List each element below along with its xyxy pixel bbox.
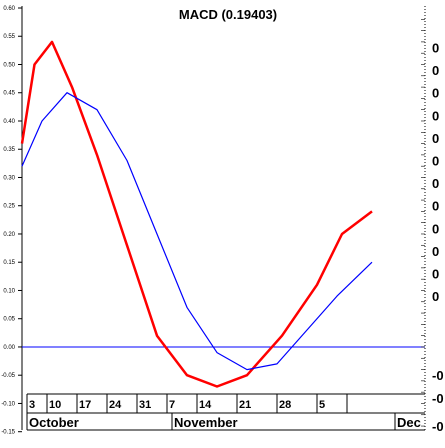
right-tick-label: 0 xyxy=(432,176,439,191)
x-tick-label: 28 xyxy=(279,399,291,411)
left-tick-label: 0.40 xyxy=(3,119,15,125)
right-tick-label: 0 xyxy=(432,199,439,214)
left-tick-label: 0.05 xyxy=(3,317,15,323)
left-tick-label: -0.10 xyxy=(1,401,15,407)
left-tick-label: 0.15 xyxy=(3,260,15,266)
chart-title: MACD (0.19403) xyxy=(179,7,277,22)
left-tick-label: 0.45 xyxy=(3,91,15,97)
x-tick-label: 3 xyxy=(29,399,35,411)
right-tick-label: 0 xyxy=(432,41,439,56)
right-tick-label: 0 xyxy=(432,131,439,146)
right-tick-label: -0 xyxy=(432,419,444,434)
left-tick-label: 0.25 xyxy=(3,204,15,210)
left-axis: 0.60 0.55 0.50 0.45 0.40 0.35 0.30 0.25 0.20 0.15… xyxy=(1,6,23,436)
left-tick-label: -0.15 xyxy=(1,430,15,436)
left-tick-label: -0.05 xyxy=(1,373,15,379)
x-tick-label: 14 xyxy=(199,399,212,411)
right-tick-label: 0 xyxy=(432,86,439,101)
month-label: Dec xyxy=(397,415,421,430)
right-tick-label: 0 xyxy=(432,267,439,282)
right-tick-label: 0 xyxy=(432,108,439,123)
month-label: November xyxy=(174,415,238,430)
right-tick-label: -0 xyxy=(432,391,444,406)
left-tick-label: 0.35 xyxy=(3,147,15,153)
x-tick-label: 31 xyxy=(139,399,151,411)
left-tick-label: 0.55 xyxy=(3,34,15,40)
left-tick-label: 0.60 xyxy=(3,6,15,12)
x-axis: 3 10 17 24 31 7 14 21 28 5 October November Dec xyxy=(21,393,425,431)
x-tick-label: 21 xyxy=(239,399,251,411)
right-tick-label: 0 xyxy=(432,154,439,169)
left-tick-label: 0.10 xyxy=(3,288,15,294)
right-tick-label: 0 xyxy=(432,63,439,78)
left-tick-label: 0.30 xyxy=(3,175,15,181)
right-tick-label: -0 xyxy=(432,368,444,383)
x-tick-label: 17 xyxy=(79,399,91,411)
x-tick-label: 7 xyxy=(169,399,175,411)
right-tick-label: 0 xyxy=(432,289,439,304)
x-tick-label: 10 xyxy=(49,399,61,411)
right-tick-label: 0 xyxy=(432,244,439,259)
series-line-1 xyxy=(20,40,373,388)
month-label: October xyxy=(29,415,79,430)
right-axis: 0 0 0 0 0 0 0 0 0 0 0 0 -0 -0 -0 xyxy=(421,6,444,434)
series-line-2 xyxy=(21,92,373,371)
left-tick-label: 0.00 xyxy=(3,345,15,351)
left-tick-label: 0.20 xyxy=(3,232,15,238)
left-tick-label: 0.50 xyxy=(3,62,15,68)
x-tick-label: 5 xyxy=(319,399,325,411)
x-tick-label: 24 xyxy=(109,399,122,411)
right-tick-label: 0 xyxy=(432,221,439,236)
plot-area xyxy=(20,40,425,388)
